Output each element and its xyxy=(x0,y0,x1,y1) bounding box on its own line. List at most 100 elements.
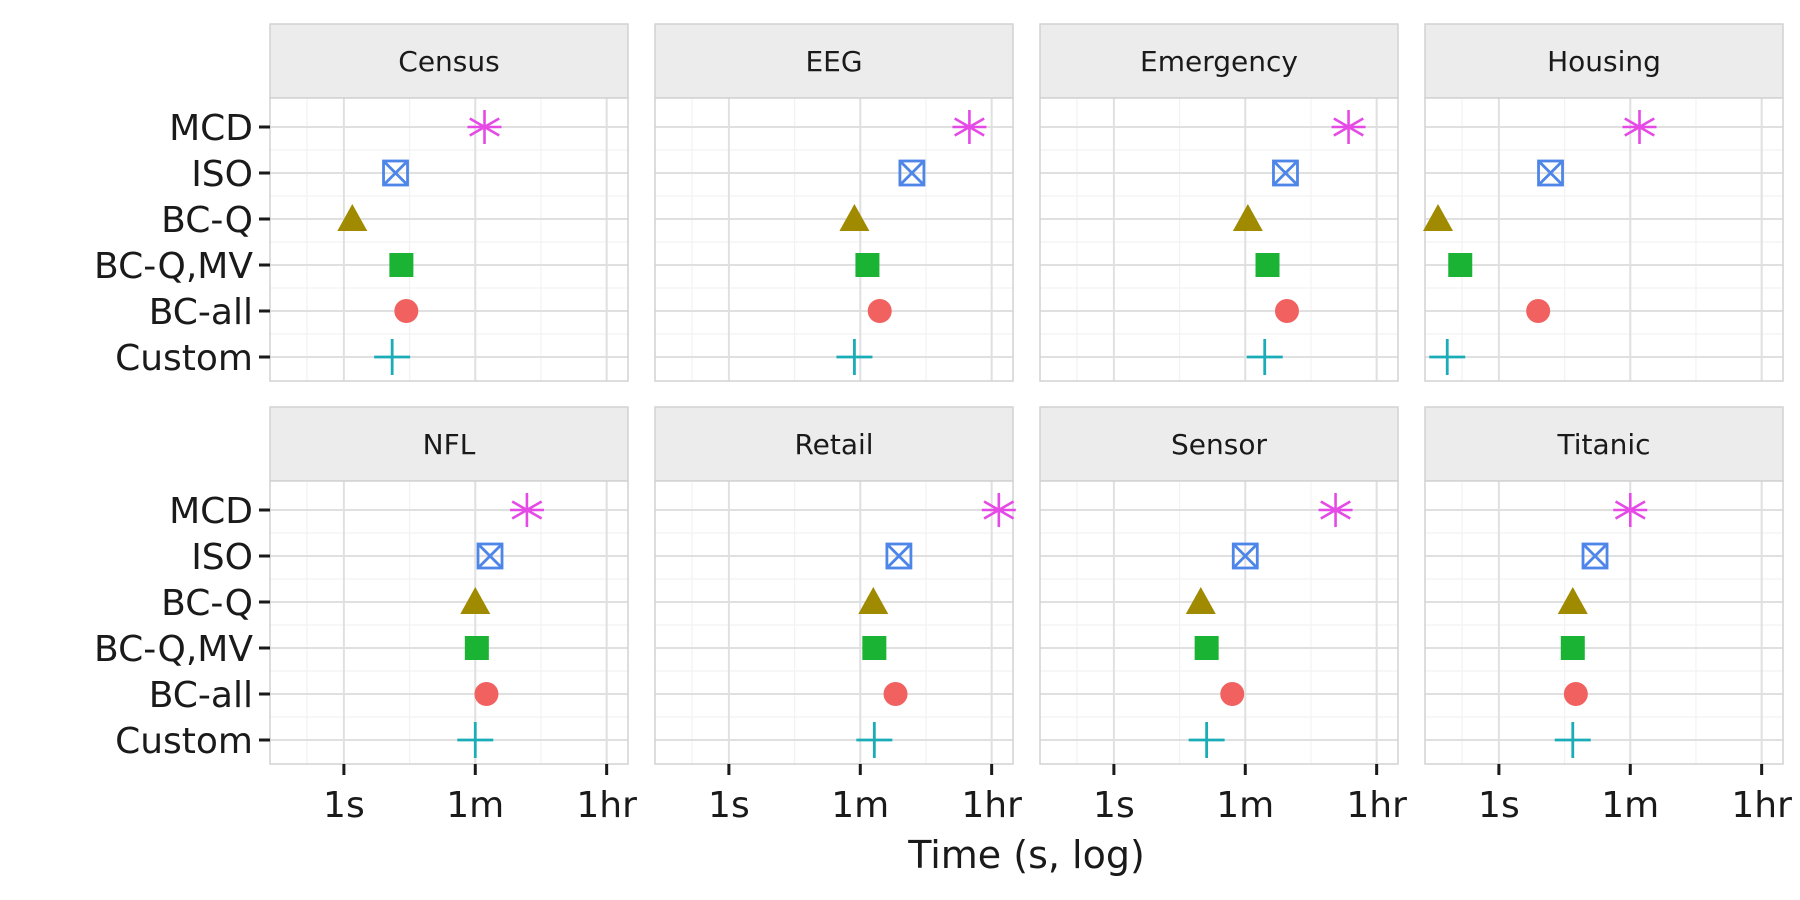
panel-emergency-point-bc-all xyxy=(1274,299,1299,323)
panel-titanic-point-bc-all xyxy=(1563,682,1588,706)
x-tick-label-1hr: 1hr xyxy=(1731,785,1792,826)
panel-retail-strip-title: Retail xyxy=(794,428,873,461)
panel-eeg-strip-title: EEG xyxy=(805,45,862,78)
panel-housing-strip-title: Housing xyxy=(1547,45,1661,78)
x-tick-label-1hr: 1hr xyxy=(576,785,637,826)
y-tick-label-iso: ISO xyxy=(191,537,253,578)
panel-sensor-point-bc-q xyxy=(1185,587,1216,614)
panel-housing-point-custom xyxy=(1429,339,1466,375)
panel-housing-point-iso-box xyxy=(1537,159,1564,187)
panel-housing: Housing xyxy=(1423,23,1784,382)
panel-census-point-custom xyxy=(374,339,411,375)
y-tick-label-bc-all: BC-all xyxy=(149,675,253,716)
panel-census-strip xyxy=(269,23,629,99)
panel-retail-point-mcd xyxy=(981,493,1016,527)
y-tick-label-bc-q: BC-Q xyxy=(161,200,253,241)
panel-titanic-point-mcd-strokes xyxy=(1613,493,1648,527)
panel-emergency-point-bc-q-mv xyxy=(1255,253,1280,277)
panel-eeg-point-bc-q-mv xyxy=(855,253,880,277)
panel-emergency-strip xyxy=(1039,23,1399,99)
panel-emergency-strip-title: Emergency xyxy=(1140,45,1298,78)
panel-census: Census MCD ISO BC-Q BC-Q,MV BC-all Custom xyxy=(94,23,629,382)
y-tick-label-bc-all: BC-all xyxy=(149,292,253,333)
panel-census-point-mcd-strokes xyxy=(467,110,502,144)
panel-retail-border xyxy=(654,480,1014,765)
panel-nfl-point-bc-q-mv xyxy=(464,636,489,660)
panel-sensor-point-mcd-strokes xyxy=(1318,493,1353,527)
y-tick-label-custom: Custom xyxy=(115,338,253,379)
panel-census-point-bc-q xyxy=(337,204,368,231)
panel-sensor-border xyxy=(1039,480,1399,765)
x-tick-label-1s: 1s xyxy=(1093,785,1135,826)
panel-eeg: EEG xyxy=(654,23,1014,382)
x-tick-label-1hr: 1hr xyxy=(961,785,1022,826)
panel-titanic-border xyxy=(1424,480,1784,765)
y-tick-label-iso: ISO xyxy=(191,154,253,195)
panel-eeg-point-iso-box xyxy=(898,159,926,187)
panel-retail-plot-area xyxy=(655,481,1013,764)
panel-titanic-point-iso-cross xyxy=(1582,543,1609,569)
x-tick-label-1m: 1m xyxy=(831,785,889,826)
panel-titanic-point-bc-q xyxy=(1557,587,1588,614)
panel-sensor-strip-title: Sensor xyxy=(1171,428,1267,461)
panel-eeg-point-custom xyxy=(836,339,873,375)
panel-titanic-point-iso-box xyxy=(1581,542,1609,570)
x-tick-label-1hr: 1hr xyxy=(1346,785,1407,826)
panel-nfl-point-iso-cross xyxy=(477,543,504,569)
panel-retail: Retail 1s 1m 1hr xyxy=(654,406,1022,826)
panel-sensor-plot-area xyxy=(1040,481,1398,764)
panel-emergency-plot-area xyxy=(1040,98,1398,381)
panel-housing-border xyxy=(1424,97,1784,382)
panel-sensor-strip xyxy=(1039,406,1399,482)
panel-titanic-point-mcd xyxy=(1613,493,1648,527)
panel-census-plot-area xyxy=(270,98,628,381)
panel-nfl-point-iso xyxy=(476,542,504,570)
panel-eeg-point-iso-cross xyxy=(898,160,925,186)
panel-nfl: NFL MCD ISO BC-Q BC-Q,MV BC-all Custom 1s 1m 1hr xyxy=(94,406,637,826)
panel-nfl-strip-title: NFL xyxy=(423,428,476,461)
panel-census-point-bc-all xyxy=(394,299,419,323)
panel-sensor-point-iso-cross xyxy=(1232,543,1259,569)
panel-sensor: Sensor 1s 1m 1hr xyxy=(1039,406,1407,826)
y-tick-label-mcd: MCD xyxy=(169,108,253,149)
y-tick-label-mcd: MCD xyxy=(169,491,253,532)
panel-housing-plot-area xyxy=(1425,98,1783,381)
panel-sensor-point-bc-q-mv xyxy=(1194,636,1219,660)
panel-titanic: Titanic 1s 1m 1hr xyxy=(1424,406,1792,826)
panel-housing-point-bc-q-mv xyxy=(1448,253,1473,277)
panel-titanic-point-custom xyxy=(1554,722,1591,758)
panel-sensor-point-iso xyxy=(1231,542,1259,570)
panel-housing-point-mcd-strokes xyxy=(1622,110,1657,144)
x-tick-label-1s: 1s xyxy=(1478,785,1520,826)
panel-census-point-mcd xyxy=(467,110,502,144)
panel-census-point-iso xyxy=(382,159,409,187)
panel-emergency-point-custom xyxy=(1246,339,1283,375)
panel-nfl-point-bc-q xyxy=(460,587,491,614)
panel-emergency-point-iso xyxy=(1272,159,1299,187)
panel-census-point-iso-cross xyxy=(382,160,409,186)
panel-retail-point-bc-q xyxy=(858,587,889,614)
panel-retail-point-mcd-strokes xyxy=(981,493,1016,527)
panel-retail-point-iso-box xyxy=(885,542,913,570)
panel-retail-point-custom xyxy=(856,722,893,758)
panel-nfl-point-iso-box xyxy=(476,542,504,570)
panel-housing-point-iso xyxy=(1537,159,1564,187)
panel-titanic-point-bc-q-mv xyxy=(1560,636,1585,660)
panel-titanic-strip xyxy=(1424,406,1784,482)
panel-nfl-point-custom xyxy=(457,722,494,758)
panel-housing-point-bc-all xyxy=(1526,299,1551,323)
panel-emergency-point-iso-cross xyxy=(1272,160,1299,186)
panel-emergency-border xyxy=(1039,97,1399,382)
y-tick-label-bc-q-mv: BC-Q,MV xyxy=(94,246,253,287)
panel-retail-point-iso xyxy=(885,542,913,570)
panel-sensor-point-bc-all xyxy=(1220,682,1245,706)
panel-housing-point-bc-q xyxy=(1423,204,1454,231)
panel-eeg-point-mcd-strokes xyxy=(952,110,987,144)
panel-housing-point-iso-cross xyxy=(1537,160,1564,186)
panel-retail-point-iso-cross xyxy=(885,543,912,569)
panel-nfl-point-bc-all xyxy=(474,682,499,706)
panel-sensor-point-custom xyxy=(1188,722,1225,758)
panel-housing-point-mcd xyxy=(1622,110,1657,144)
x-tick-label-1s: 1s xyxy=(323,785,365,826)
panel-eeg-plot-area xyxy=(655,98,1013,381)
